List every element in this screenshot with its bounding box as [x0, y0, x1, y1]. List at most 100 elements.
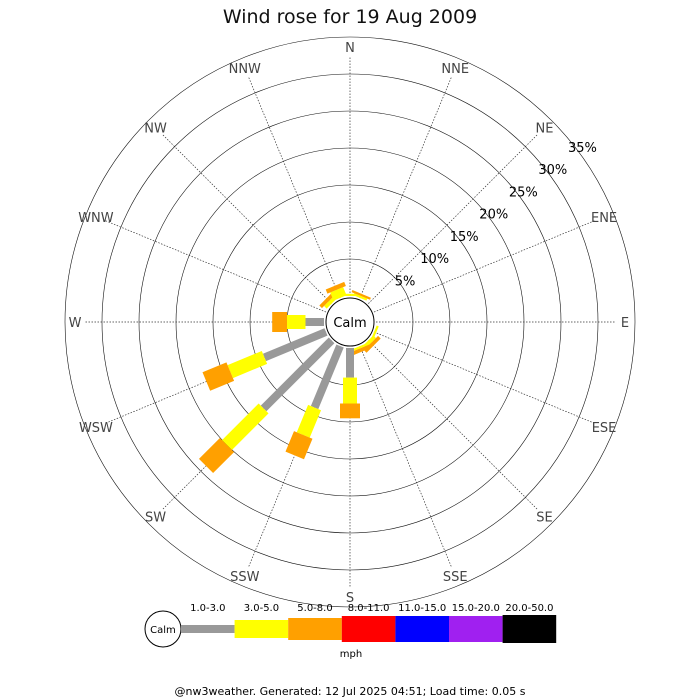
- bar-segment-wsw-3: [202, 362, 235, 391]
- bar-segment-nne-2: [353, 293, 368, 301]
- bar-segment-w-1: [305, 318, 324, 326]
- direction-label-wsw: WSW: [79, 421, 113, 436]
- bar-segment-s-3: [340, 403, 360, 419]
- bar-wsw-3.0-5.0: [227, 350, 268, 379]
- direction-label-ssw: SSW: [230, 570, 260, 585]
- ring-label-35: 35%: [568, 141, 597, 156]
- legend-label-2: 3.0-5.0: [244, 603, 279, 614]
- direction-label-nne: NNE: [441, 62, 469, 77]
- legend-label-7: 20.0-50.0: [505, 603, 553, 614]
- ring-label-5: 5%: [395, 274, 416, 289]
- spoke-nnw: [248, 77, 341, 299]
- bar-segment-sse-2: [353, 343, 368, 351]
- bar-segment-s-2: [343, 377, 357, 404]
- ring-label-30: 30%: [538, 163, 567, 178]
- bar-s-3.0-5.0: [343, 377, 357, 404]
- bar-nnw-3.0-5.0: [330, 287, 347, 301]
- legend-label-4: 8.0-11.0: [348, 603, 390, 614]
- bar-segment-wsw-1: [262, 328, 328, 362]
- legend-swatch-2: [234, 620, 289, 638]
- direction-label-ese: ESE: [592, 421, 617, 436]
- ring-2: [249, 221, 451, 423]
- bar-ssw-3.0-5.0: [296, 404, 322, 438]
- calm-label: Calm: [333, 316, 366, 331]
- bar-nnw-5.0-8.0: [325, 281, 346, 294]
- bar-segment-w-3: [272, 312, 287, 332]
- bar-ssw-1.0-3.0: [310, 344, 344, 410]
- bar-segment-w-2: [287, 315, 306, 329]
- bar-segment-sse-3: [351, 344, 372, 356]
- bar-segment-n-2: [343, 293, 357, 296]
- bar-wsw-1.0-3.0: [262, 328, 328, 362]
- ring-7: [64, 36, 636, 608]
- legend-layer: Calm 1.0-3.0 3.0-5.0 5.0-8.0 8.0-11.0 11.0-15…: [144, 603, 557, 648]
- direction-label-e: E: [621, 316, 629, 331]
- bar-segment-nnw-3: [325, 281, 346, 294]
- legend-swatch-1: [181, 625, 235, 633]
- spoke-se: [368, 340, 538, 510]
- bar-nne-3.0-5.0: [353, 293, 368, 301]
- spoke-wnw: [105, 220, 327, 313]
- direction-label-nnw: NNW: [229, 62, 261, 77]
- legend-units: mph: [339, 649, 363, 660]
- bar-sw-1.0-3.0: [260, 337, 335, 412]
- direction-label-se: SE: [536, 510, 552, 525]
- direction-label-w: W: [69, 316, 82, 331]
- legend-swatch-3: [288, 618, 342, 640]
- bar-segment-ssw-1: [310, 344, 344, 410]
- bars-layer: [198, 281, 381, 474]
- ring-label-25: 25%: [509, 185, 538, 200]
- calm-circle: [325, 297, 375, 347]
- bar-segment-sw-1: [260, 337, 335, 412]
- grid-layer: [64, 36, 636, 608]
- direction-label-ne: NE: [535, 122, 553, 137]
- ring-label-20: 20%: [479, 208, 508, 223]
- direction-label-n: N: [345, 41, 355, 56]
- footer-text: @nw3weather. Generated: 12 Jul 2025 04:5…: [174, 685, 526, 698]
- bar-segment-nnw-2: [330, 287, 347, 301]
- bar-sw-3.0-5.0: [222, 403, 269, 450]
- bar-s-1.0-3.0: [346, 348, 354, 378]
- bar-sw-5.0-8.0: [198, 437, 235, 474]
- legend-swatch-6: [449, 616, 503, 642]
- bar-segment-wsw-2: [227, 350, 268, 379]
- direction-label-sw: SW: [145, 510, 166, 525]
- legend-calm-label: Calm: [150, 625, 176, 636]
- bar-w-1.0-3.0: [305, 318, 324, 326]
- ring-label-15: 15%: [450, 230, 479, 245]
- legend-swatch-4: [341, 616, 396, 642]
- bar-w-5.0-8.0: [272, 312, 287, 332]
- legend-label-3: 5.0-8.0: [297, 603, 332, 614]
- legend-swatch-7: [502, 615, 557, 643]
- spoke-ne: [368, 134, 538, 304]
- direction-label-wnw: WNW: [78, 211, 114, 226]
- bar-wsw-5.0-8.0: [202, 362, 235, 391]
- bar-segment-sw-3: [198, 437, 235, 474]
- legend-label-1: 1.0-3.0: [190, 603, 225, 614]
- bar-nne-5.0-8.0: [351, 290, 371, 300]
- labels-layer: N NNE NE ENE E ESE SE SSE S SSW SW WSW W WNW NW NNW 5% 10…: [69, 41, 630, 606]
- bar-ssw-5.0-8.0: [285, 431, 313, 460]
- direction-label-nw: NW: [144, 122, 167, 137]
- bar-n-3.0-5.0: [343, 293, 357, 296]
- legend-swatch-5: [395, 616, 449, 642]
- bar-segment-ssw-3: [285, 431, 313, 460]
- bar-w-3.0-5.0: [287, 315, 306, 329]
- spoke-ene: [373, 220, 595, 313]
- direction-label-ene: ENE: [591, 211, 617, 226]
- direction-label-sse: SSE: [443, 570, 468, 585]
- bar-segment-nne-3: [351, 290, 371, 300]
- chart-title: Wind rose for 19 Aug 2009: [222, 6, 478, 28]
- ring-label-10: 10%: [420, 252, 449, 267]
- bar-sse-5.0-8.0: [351, 344, 372, 356]
- ring-5: [138, 110, 562, 534]
- bar-segment-ssw-2: [296, 404, 322, 438]
- bar-sse-3.0-5.0: [353, 343, 368, 351]
- bar-segment-s-1: [346, 348, 354, 378]
- spoke-ese: [373, 331, 595, 424]
- legend-label-6: 15.0-20.0: [452, 603, 500, 614]
- direction-label-s: S: [346, 591, 354, 606]
- bar-s-5.0-8.0: [340, 403, 360, 419]
- spoke-nne: [359, 77, 452, 299]
